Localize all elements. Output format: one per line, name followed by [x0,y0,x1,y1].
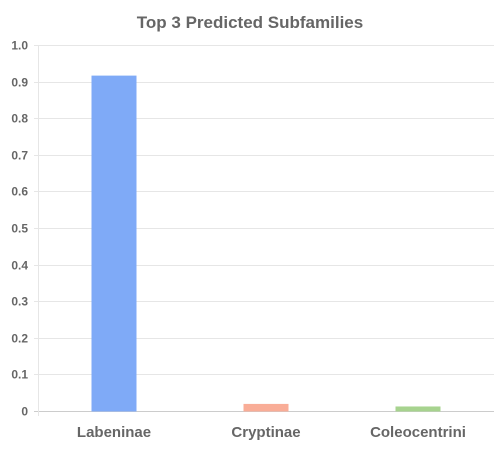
y-tick-label: 0.2 [11,332,28,346]
bar-coleocentrini[interactable] [395,406,441,412]
x-axis-labels: Labeninae Cryptinae Coleocentrini [77,424,466,441]
x-tick-label: Coleocentrini [370,424,466,441]
x-tick-label: Labeninae [77,424,151,441]
y-tick-label: 0.8 [11,112,28,126]
y-tick-label: 0.4 [11,259,28,273]
y-tick-label: 0.3 [11,295,28,309]
y-tick-label: 1.0 [11,39,28,53]
y-axis-ticks: 0 0.1 0.2 0.3 0.4 0.5 0.6 0.7 0.8 0.9 1.0 [11,39,28,419]
chart-title: Top 3 Predicted Subfamilies [136,13,364,32]
y-tick-label: 0.7 [11,149,28,163]
bars [91,75,441,412]
y-tick-label: 0 [21,405,28,419]
x-tick-label: Cryptinae [231,424,300,441]
y-tick-label: 0.5 [11,222,28,236]
y-tick-label: 0.9 [11,76,28,90]
bar-cryptinae[interactable] [243,403,289,412]
y-tick-label: 0.1 [11,368,28,382]
grid-lines [34,45,494,416]
bar-labeninae[interactable] [91,75,137,412]
y-tick-label: 0.6 [11,185,28,199]
